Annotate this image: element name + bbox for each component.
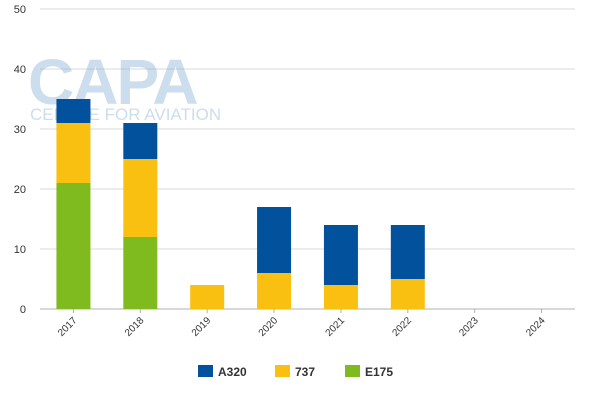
bar-a320-2018 (123, 123, 158, 159)
bar-737-2021 (323, 285, 358, 309)
bar-a320-2022 (390, 225, 425, 279)
y-tick-label: 50 (14, 4, 26, 16)
bar-737-2019 (190, 285, 225, 309)
y-tick-label: 20 (14, 184, 26, 196)
bar-737-2020 (257, 273, 292, 309)
x-tick-label: 2017 (56, 315, 80, 339)
legend-label-e175: E175 (365, 365, 393, 379)
bar-a320-2020 (257, 207, 292, 273)
y-tick-label: 30 (14, 124, 26, 136)
legend-label-737: 737 (295, 365, 315, 379)
bar-e175-2017 (56, 183, 91, 309)
legend-label-a320: A320 (218, 365, 247, 379)
bar-e175-2018 (123, 237, 158, 309)
bar-737-2018 (123, 159, 158, 237)
y-tick-label: 0 (20, 304, 26, 316)
x-tick-label: 2019 (190, 315, 214, 339)
bars (56, 99, 425, 309)
legend: A320 737 E175 (198, 365, 393, 379)
y-tick-label: 40 (14, 64, 26, 76)
x-tick-label: 2024 (524, 315, 548, 339)
legend-swatch-a320 (198, 365, 213, 377)
bar-737-2017 (56, 123, 91, 183)
y-tick-label: 10 (14, 244, 26, 256)
x-tick-label: 2020 (257, 315, 281, 339)
bar-737-2022 (390, 279, 425, 309)
x-tick-label: 2023 (457, 315, 481, 339)
x-tick-label: 2022 (390, 315, 414, 339)
legend-swatch-e175 (345, 365, 360, 377)
legend-swatch-737 (275, 365, 290, 377)
x-tick-label: 2018 (123, 315, 147, 339)
bar-a320-2021 (323, 225, 358, 285)
x-tick-label: 2021 (324, 315, 348, 339)
bar-a320-2017 (56, 99, 91, 123)
